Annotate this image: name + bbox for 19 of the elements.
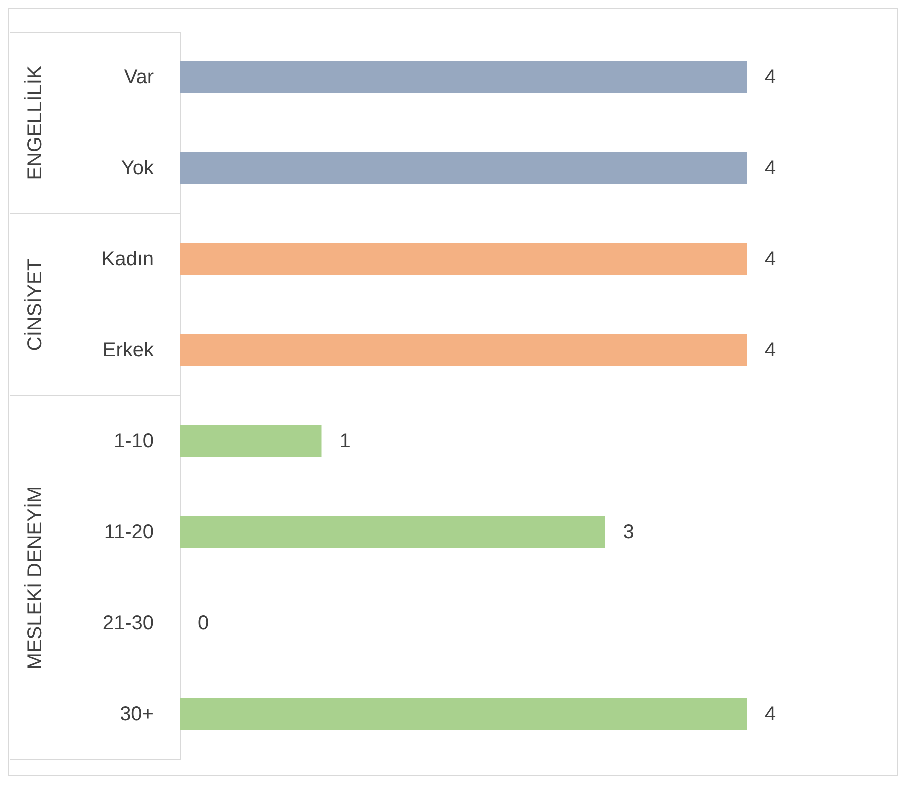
data-label: 1 [340,430,351,452]
data-label: 4 [765,340,776,362]
data-label: 4 [765,158,776,180]
text: CİNSİYET [24,258,48,351]
y-tick-label: 1-10 [114,430,154,452]
data-label: 4 [765,704,776,726]
y-tick-label: Kadın [102,248,154,270]
text: ENGELLİLİK [24,66,48,180]
y-tick-label: Yok [121,158,155,180]
data-label: 4 [765,66,776,88]
data-label: 0 [198,612,210,634]
y-tick-label: Erkek [102,340,155,362]
y-tick-label: 11-20 [104,522,154,544]
data-label: 3 [623,522,634,544]
data-label: 4 [765,248,776,270]
y-tick-label: 21-30 [102,612,154,634]
y-tick-label: Var [124,66,154,88]
y-tick-label: 30+ [120,704,154,726]
text: MESLEKİ DENEYİM [24,486,48,670]
